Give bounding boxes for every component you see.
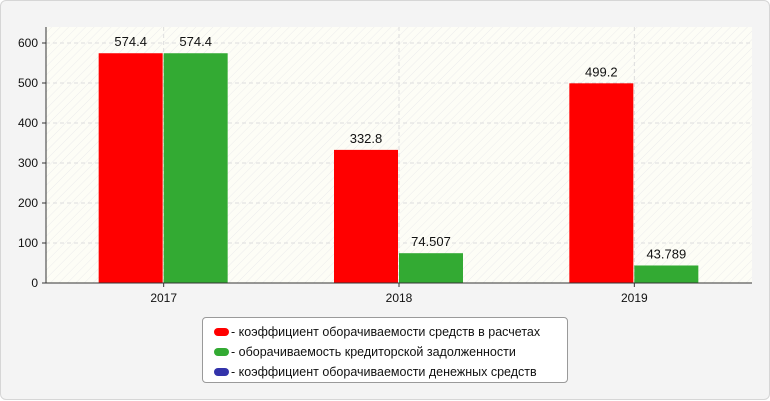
bar-2018-series-0 [334,149,398,283]
legend-label: - коэффициент оборачиваемости денежных с… [231,365,537,379]
bar-2019-series-0 [569,83,634,283]
legend-item-cash-turnover: - коэффициент оборачиваемости денежных с… [214,362,567,382]
y-tick-label: 200 [18,196,38,210]
legend-swatch-blue [214,368,229,376]
legend-item-payables-turnover: - оборачиваемость кредиторской задолженн… [214,342,567,362]
data-label-2019-series-1: 43.789 [646,246,686,261]
legend-swatch-red [214,328,229,336]
y-tick-label: 100 [18,236,38,250]
x-tick-label: 2017 [150,291,177,305]
x-tick-label: 2018 [386,291,413,305]
legend-swatch-green [214,348,229,356]
y-tick-label: 500 [18,76,38,90]
axis-layer: 0 100 200 300 400 500 600 2017 2018 2019 [18,27,752,305]
bar-2017-series-1 [163,53,228,283]
data-label-2018-series-0: 332.8 [350,131,383,146]
legend: - коэффициент оборачиваемости средств в … [202,317,568,383]
data-label-2017-series-1: 574.4 [179,34,212,49]
data-label-2018-series-1: 74.507 [411,234,451,249]
legend-label: - коэффициент оборачиваемости средств в … [231,325,541,339]
grid-layer [46,27,752,283]
legend-label: - оборачиваемость кредиторской задолженн… [231,345,516,359]
labels-layer: 574.4 574.4 332.8 74.507 499.2 43.789 [114,34,686,261]
bar-2017-series-0 [98,53,163,283]
legend-item-settlement-turnover: - коэффициент оборачиваемости средств в … [214,322,567,342]
y-tick-label: 0 [31,276,38,290]
bar-2018-series-1 [399,253,463,283]
x-tick-label: 2019 [621,291,648,305]
data-label-2017-series-0: 574.4 [114,34,147,49]
y-tick-label: 400 [18,116,38,130]
y-tick-label: 600 [18,36,38,50]
bar-2019-series-1 [634,265,699,283]
y-tick-label: 300 [18,156,38,170]
data-label-2019-series-0: 499.2 [585,64,618,79]
bars-layer [98,53,699,283]
